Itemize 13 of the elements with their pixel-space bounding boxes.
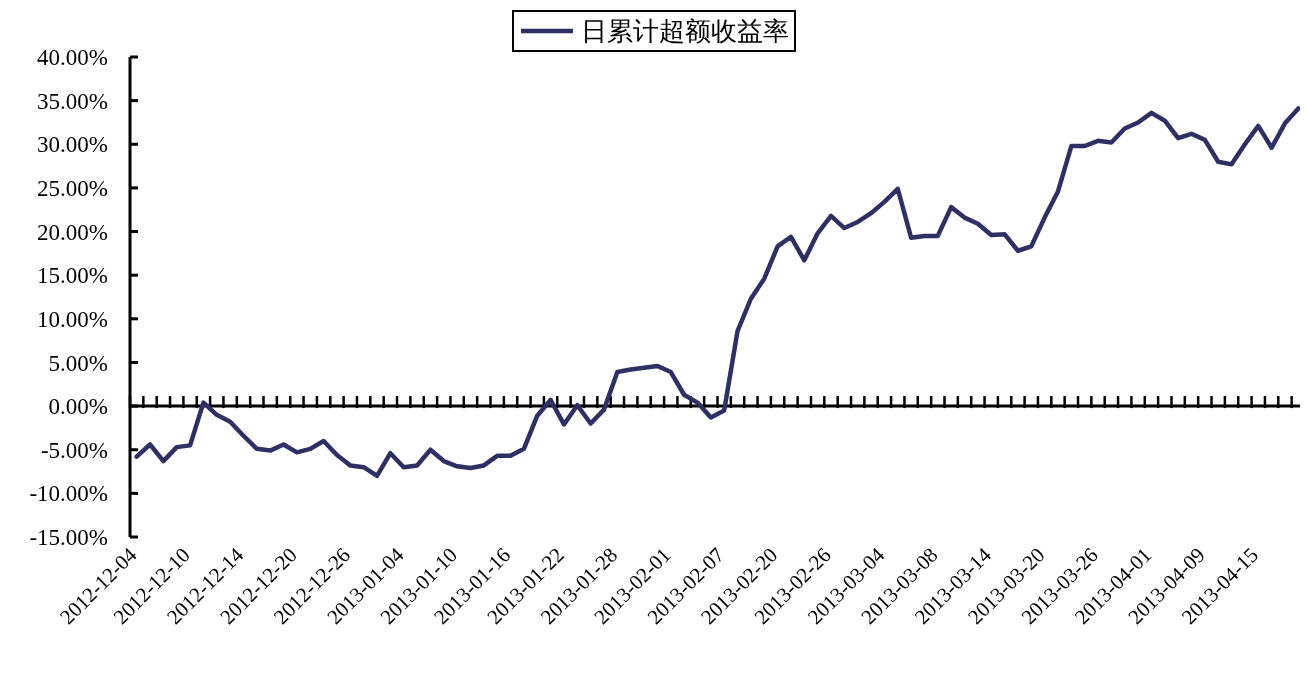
y-tick-label: 25.00%	[37, 175, 108, 201]
y-tick-label: -5.00%	[40, 437, 108, 463]
legend-label: 日累计超额收益率	[581, 17, 789, 47]
y-tick-label: 40.00%	[37, 45, 108, 71]
y-tick-label: 5.00%	[48, 350, 108, 376]
y-tick-label: -15.00%	[29, 525, 108, 551]
y-tick-label: 15.00%	[37, 263, 108, 289]
y-tick-label: 20.00%	[37, 219, 108, 245]
y-tick-label: 0.00%	[48, 394, 108, 420]
y-tick-label: 30.00%	[37, 132, 108, 158]
y-tick-label: 10.00%	[37, 306, 108, 332]
y-tick-label: 35.00%	[37, 88, 108, 114]
y-tick-label: -10.00%	[29, 481, 108, 507]
